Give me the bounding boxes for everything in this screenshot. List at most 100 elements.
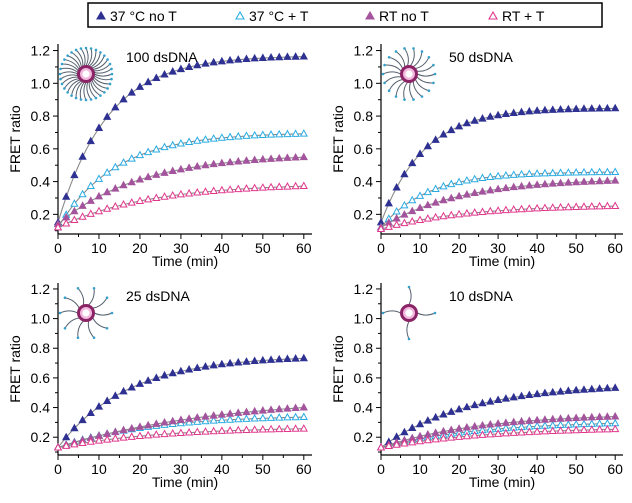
data-point	[152, 73, 161, 81]
data-point	[234, 357, 243, 366]
particle-core	[405, 309, 413, 317]
data-point	[587, 176, 596, 185]
data-point	[209, 360, 218, 369]
data-point	[587, 425, 596, 433]
data-point	[493, 171, 503, 180]
data-point	[611, 176, 620, 184]
data-point	[143, 147, 153, 156]
y-tick-label: 0.6	[354, 141, 374, 157]
data-point	[111, 201, 120, 210]
y-axis-title: FRET ratio	[330, 105, 346, 173]
data-point	[517, 416, 526, 425]
dye-dot	[59, 77, 62, 81]
x-tick-label: 30	[173, 461, 189, 477]
dna-strand	[92, 297, 108, 309]
data-point	[176, 138, 186, 147]
data-point	[540, 203, 550, 212]
data-point	[225, 157, 235, 166]
dye-dot	[387, 55, 391, 59]
dye-dot	[394, 95, 398, 98]
dye-dot	[407, 337, 411, 341]
data-point	[103, 435, 112, 443]
data-point	[517, 181, 526, 190]
dye-dot	[94, 96, 98, 100]
x-tick-label: 20	[132, 240, 148, 256]
dye-dot	[74, 48, 78, 52]
data-point	[143, 172, 153, 181]
data-point	[587, 104, 596, 112]
series-rt-t	[53, 424, 308, 451]
data-point	[603, 412, 612, 420]
data-point	[447, 407, 456, 415]
dye-dot	[63, 326, 67, 330]
data-point	[431, 198, 440, 206]
dye-dot	[381, 72, 385, 76]
dye-dot	[106, 87, 109, 90]
data-point	[478, 114, 487, 122]
dye-dot	[84, 98, 88, 102]
particle-core	[405, 70, 413, 78]
data-point	[70, 170, 79, 179]
data-point	[266, 405, 276, 413]
data-point	[111, 162, 120, 171]
dna-strand	[60, 67, 78, 73]
data-point	[143, 77, 153, 86]
dye-dot	[60, 62, 64, 66]
y-tick-label: 0.8	[31, 340, 51, 356]
data-point	[225, 358, 235, 367]
dye-dot	[63, 87, 66, 90]
data-point	[556, 387, 565, 395]
panel-title: 100 dsDNA	[126, 49, 198, 65]
data-point	[291, 412, 300, 421]
data-point	[86, 408, 95, 416]
data-point	[258, 154, 267, 163]
dye-dot	[110, 311, 114, 315]
data-point	[94, 436, 104, 444]
data-point	[384, 441, 393, 450]
y-tick-label: 0.8	[31, 108, 51, 124]
data-point	[258, 406, 267, 414]
data-point	[595, 201, 604, 210]
x-axis-title: Time (min)	[469, 253, 535, 269]
x-tick-label: 30	[490, 240, 506, 256]
data-point	[258, 53, 267, 61]
data-point	[486, 206, 495, 215]
legend-marker	[488, 10, 498, 20]
dna-strand	[408, 286, 412, 305]
dye-dot	[60, 82, 64, 86]
y-axis-title: FRET ratio	[330, 335, 346, 403]
data-point	[299, 424, 308, 432]
dye-dot	[433, 72, 437, 76]
dna-strand	[80, 48, 86, 66]
series-37-c-t	[376, 167, 620, 231]
data-point	[160, 370, 169, 379]
data-point	[62, 441, 71, 449]
data-point	[86, 209, 95, 217]
data-point	[525, 416, 534, 424]
data-point	[250, 155, 259, 164]
data-point	[525, 106, 534, 115]
data-point	[209, 186, 218, 194]
data-point	[454, 209, 464, 218]
x-tick-label: 50	[255, 240, 271, 256]
data-point	[53, 442, 63, 451]
data-point	[201, 412, 210, 420]
dna-strand	[88, 49, 97, 67]
data-point	[217, 133, 227, 141]
dna-strand	[86, 82, 92, 100]
data-point	[556, 414, 565, 422]
data-point	[392, 182, 401, 191]
data-point	[283, 404, 292, 412]
data-point	[201, 427, 210, 435]
data-point	[160, 429, 169, 438]
data-point	[564, 104, 573, 113]
panel-25-dsdna: 0 10 20 30 40 50 60 0.2 0.4 0.6 0.8 1.0 1.2 Time (min…	[7, 281, 312, 490]
dna-strand	[88, 288, 95, 306]
data-point	[501, 428, 511, 437]
particle-core	[82, 309, 90, 317]
data-point	[168, 190, 177, 199]
data-point	[94, 206, 104, 215]
dye-dot	[105, 296, 109, 300]
data-point	[234, 425, 243, 434]
dna-strand	[79, 82, 85, 100]
